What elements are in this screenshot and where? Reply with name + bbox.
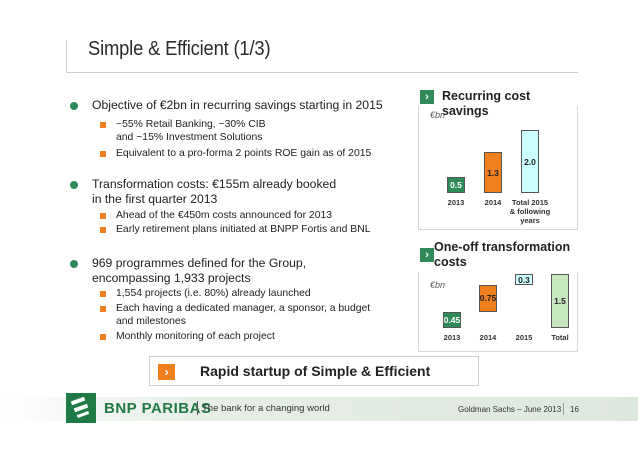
bar-value-label: 0.5 [450, 180, 462, 191]
bar-value-label: 2.0 [524, 156, 536, 167]
sub-bullet-square-icon [100, 151, 106, 157]
recurring-panel-title: Recurring cost savings [442, 89, 531, 118]
bar-2 [515, 274, 533, 285]
oneoff-panel-header: › One-off transformation costs [418, 238, 578, 272]
x-tick-label: Total [551, 333, 569, 342]
x-tick-label: 2014 [484, 198, 502, 207]
bar-value-label: 0.45 [443, 314, 461, 325]
sub-bullet-text: Early retirement plans initiated at BNPP… [116, 224, 371, 235]
bullet-dot-icon [70, 102, 78, 110]
bar-2 [521, 130, 539, 193]
sub-bullet-text: ~55% Retail Banking, ~30% CIB and ~15% I… [116, 119, 266, 143]
bar-1 [479, 284, 497, 312]
bar-3 [551, 274, 569, 328]
sub-bullet-text: Monthly monitoring of each project [116, 331, 275, 342]
x-tick-label: 2013 [447, 198, 465, 207]
bar-0 [443, 311, 461, 328]
bar-value-label: 0.75 [479, 293, 497, 304]
page-number: 16 [570, 405, 579, 414]
sub-bullet-square-icon [100, 334, 106, 340]
page-separator [563, 403, 564, 415]
bar-0 [447, 177, 465, 193]
footer-band [0, 397, 638, 421]
brand-tagline: The bank for a changing world [202, 403, 330, 414]
tagline-separator [197, 401, 198, 415]
bar-value-label: 1.3 [487, 167, 499, 178]
bullet-dot-icon [70, 181, 78, 189]
chevron-right-icon: › [158, 364, 175, 380]
brand-name: BNP PARIBAS [104, 400, 212, 417]
oneoff-panel-title: One-off transformation costs [434, 240, 571, 269]
sub-bullet-square-icon [100, 122, 106, 128]
recurring-chart-panel [418, 102, 578, 230]
title-accent-line [66, 40, 67, 72]
recurring-panel-header: › Recurring cost savings [418, 88, 578, 118]
bnp-logo-icon [66, 393, 96, 423]
page-title: Simple & Efficient (1/3) [88, 38, 271, 60]
bullet-text: Objective of €2bn in recurring savings s… [92, 98, 383, 112]
sub-bullet-square-icon [100, 306, 106, 312]
sub-bullet-text: Equivalent to a pro-forma 2 points ROE g… [116, 148, 372, 159]
bullet-dot-icon [70, 260, 78, 268]
sub-bullet-text: Each having a dedicated manager, a spons… [116, 303, 371, 327]
sub-bullet-text: 1,554 projects (i.e. 80%) already launch… [116, 288, 311, 299]
bar-value-label: 0.3 [518, 275, 530, 285]
bullet-text: Transformation costs: €155m already book… [92, 177, 337, 206]
bullet-text: 969 programmes defined for the Group, en… [92, 256, 307, 285]
chevron-right-icon: › [420, 248, 434, 262]
event-label: Goldman Sachs – June 2013 [458, 405, 562, 414]
bar-value-label: 1.5 [554, 296, 566, 306]
conclusion-callout: › Rapid startup of Simple & Efficient [149, 356, 479, 386]
sub-bullet-square-icon [100, 291, 106, 297]
title-divider [66, 72, 578, 73]
callout-text: Rapid startup of Simple & Efficient [200, 363, 431, 379]
x-tick-label: 2014 [479, 333, 497, 342]
sub-bullet-square-icon [100, 227, 106, 233]
x-tick-label: 2013 [443, 333, 461, 342]
x-tick-label: 2015 [515, 333, 533, 342]
sub-bullet-square-icon [100, 213, 106, 219]
recurring-unit-label: €bn [430, 110, 446, 120]
x-tick-label: Total 2015 & following years [509, 198, 551, 225]
bar-1 [484, 152, 502, 193]
chevron-right-icon: › [420, 90, 434, 104]
sub-bullet-text: Ahead of the €450m costs announced for 2… [116, 210, 333, 221]
oneoff-unit-label: €bn [430, 280, 446, 290]
